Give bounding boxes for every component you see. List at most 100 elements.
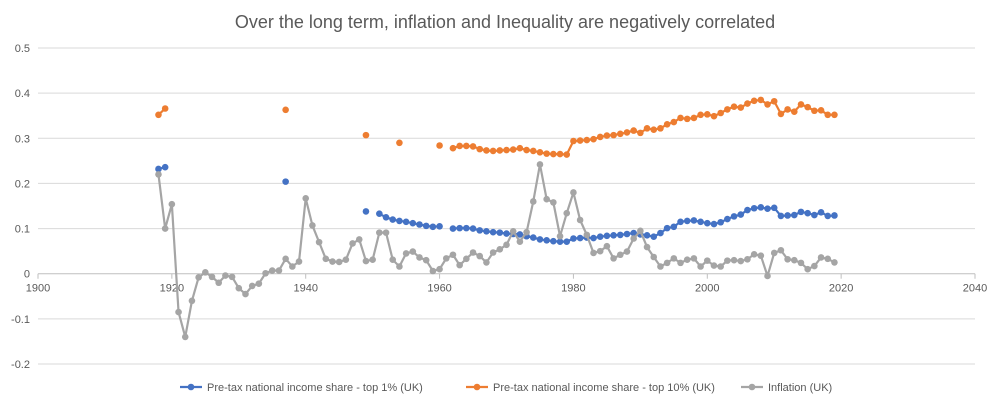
- data-point: [262, 269, 269, 277]
- data-point: [302, 195, 310, 202]
- data-point: [603, 232, 611, 240]
- data-point: [402, 218, 410, 226]
- data-point: [804, 265, 811, 273]
- data-point: [563, 238, 571, 245]
- data-point: [717, 109, 724, 117]
- y-tick-label: 0: [24, 269, 30, 281]
- data-point: [710, 112, 718, 120]
- data-point: [570, 189, 577, 196]
- data-point: [422, 256, 430, 264]
- y-tick-label: -0.1: [11, 314, 30, 326]
- data-point: [831, 111, 838, 119]
- data-point: [516, 144, 524, 152]
- data-point: [744, 255, 751, 263]
- data-point: [683, 115, 691, 123]
- data-point: [529, 147, 537, 155]
- data-point: [469, 225, 477, 232]
- data-point: [623, 129, 631, 136]
- data-point: [195, 274, 202, 281]
- y-tick-label: 0.4: [15, 88, 30, 100]
- data-point: [770, 249, 778, 257]
- data-point: [496, 147, 504, 154]
- data-point: [650, 233, 658, 240]
- data-point: [282, 106, 289, 114]
- data-point: [670, 118, 678, 126]
- data-point: [550, 150, 557, 158]
- data-point: [563, 209, 571, 217]
- data-point: [335, 258, 343, 266]
- data-point: [730, 256, 738, 264]
- data-point: [804, 209, 811, 217]
- data-point: [389, 216, 397, 223]
- data-point: [161, 105, 169, 112]
- data-point: [643, 243, 651, 251]
- legend-label: Pre-tax national income share - top 1% (…: [207, 382, 423, 394]
- data-point: [677, 259, 684, 267]
- data-point: [543, 195, 550, 203]
- legend-label: Inflation (UK): [768, 382, 832, 394]
- data-point: [509, 227, 517, 235]
- data-point: [222, 272, 229, 279]
- data-point: [663, 259, 671, 267]
- data-point: [496, 246, 504, 253]
- data-point: [536, 236, 544, 243]
- data-point: [536, 161, 544, 168]
- x-tick-label: 1900: [26, 283, 50, 295]
- data-point: [623, 248, 631, 255]
- data-point: [764, 101, 771, 108]
- data-point: [750, 97, 758, 105]
- data-point: [724, 106, 731, 113]
- data-point: [396, 263, 403, 270]
- data-point: [469, 143, 477, 150]
- data-point: [831, 259, 838, 266]
- data-point: [476, 252, 484, 260]
- data-point: [663, 120, 671, 128]
- data-point: [657, 263, 664, 270]
- data-point: [670, 223, 678, 231]
- data-point: [376, 229, 383, 236]
- data-point: [596, 247, 604, 255]
- data-point: [637, 129, 644, 137]
- data-point: [489, 249, 497, 256]
- data-point: [824, 255, 832, 263]
- legend-item-3: Inflation (UK): [741, 382, 832, 394]
- data-point: [228, 273, 236, 281]
- data-point: [268, 267, 276, 274]
- chart-title: Over the long term, inflation and Inequa…: [235, 12, 775, 32]
- data-point: [576, 137, 584, 144]
- data-point: [509, 146, 517, 153]
- data-point: [804, 103, 811, 111]
- data-point: [382, 213, 390, 221]
- data-point: [737, 104, 745, 111]
- data-point: [650, 253, 658, 261]
- data-point: [603, 242, 611, 250]
- data-point: [369, 256, 376, 264]
- data-point: [161, 163, 169, 171]
- data-point: [483, 227, 490, 235]
- data-point: [355, 236, 363, 243]
- data-point: [610, 255, 617, 262]
- data-point: [757, 252, 765, 259]
- data-point: [215, 279, 223, 287]
- data-point: [737, 211, 745, 218]
- data-point: [817, 106, 825, 114]
- data-point: [596, 233, 604, 240]
- data-point: [824, 111, 832, 119]
- data-point: [396, 217, 403, 225]
- data-point: [516, 238, 524, 245]
- data-point: [556, 232, 564, 240]
- data-point: [282, 178, 289, 185]
- legend-label: Pre-tax national income share - top 10% …: [493, 382, 715, 394]
- data-point: [811, 107, 818, 115]
- data-point: [570, 137, 577, 145]
- data-point: [690, 217, 698, 224]
- data-point: [516, 231, 524, 238]
- data-point: [409, 219, 417, 227]
- data-point: [161, 225, 169, 232]
- data-point: [576, 216, 584, 224]
- data-point: [570, 235, 577, 242]
- data-point: [784, 212, 791, 219]
- data-point: [248, 282, 256, 290]
- data-point: [362, 208, 370, 215]
